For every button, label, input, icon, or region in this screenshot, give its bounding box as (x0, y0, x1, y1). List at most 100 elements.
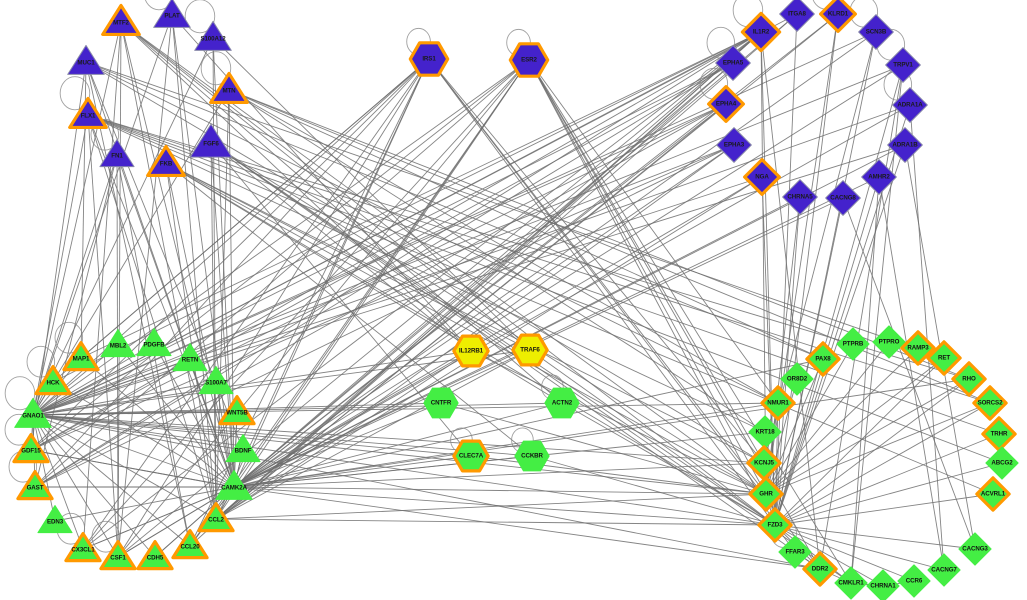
node-shape-triangle[interactable] (153, 0, 191, 28)
graph-node[interactable]: NGA (743, 158, 781, 196)
node-shape-triangle[interactable] (171, 528, 209, 560)
graph-node[interactable]: MTF2 (101, 3, 141, 37)
graph-node[interactable]: CCKBR (514, 440, 550, 472)
node-shape-diamond[interactable] (951, 361, 987, 397)
node-shape-diamond[interactable] (858, 14, 894, 50)
graph-node[interactable]: CLEC7A (452, 439, 490, 473)
node-shape-triangle[interactable] (218, 394, 256, 426)
node-shape-diamond[interactable] (757, 507, 793, 543)
graph-node[interactable]: CACNG7 (927, 553, 961, 587)
node-shape-diamond[interactable] (885, 47, 921, 83)
graph-node[interactable]: GAST (16, 469, 54, 501)
graph-node[interactable]: PDGFB (136, 328, 172, 357)
graph-node[interactable]: CSF1 (99, 539, 137, 571)
node-shape-diamond[interactable] (743, 158, 781, 196)
node-shape-triangle[interactable] (194, 20, 232, 51)
node-shape-diamond[interactable] (887, 127, 923, 163)
graph-node[interactable]: CCL20 (171, 528, 209, 560)
node-shape-diamond[interactable] (760, 385, 796, 421)
graph-node[interactable]: CACNG8 (825, 180, 861, 216)
node-shape-triangle[interactable] (68, 96, 108, 130)
node-shape-diamond[interactable] (958, 532, 992, 566)
node-shape-triangle[interactable] (14, 397, 52, 428)
node-shape-triangle[interactable] (172, 343, 208, 372)
node-shape-diamond[interactable] (892, 87, 928, 123)
graph-node[interactable]: ESR2 (508, 42, 550, 78)
node-shape-triangle[interactable] (198, 366, 234, 395)
node-shape-diamond[interactable] (834, 566, 868, 600)
node-shape-hexagon[interactable] (508, 42, 550, 78)
node-shape-diamond[interactable] (716, 127, 752, 163)
graph-node[interactable]: TRPV1 (885, 47, 921, 83)
node-shape-triangle[interactable] (197, 501, 235, 533)
node-shape-triangle[interactable] (34, 364, 72, 396)
graph-node[interactable]: CCR6 (897, 564, 931, 598)
graph-node[interactable]: CMKLR1 (834, 566, 868, 600)
node-shape-triangle[interactable] (100, 329, 136, 358)
node-shape-diamond[interactable] (780, 362, 814, 396)
node-shape-diamond[interactable] (866, 569, 900, 600)
node-shape-diamond[interactable] (897, 564, 931, 598)
node-shape-diamond[interactable] (782, 179, 818, 215)
node-shape-triangle[interactable] (215, 469, 253, 500)
graph-node[interactable]: IRS1 (408, 41, 450, 77)
graph-node[interactable]: CX3CL1 (64, 531, 102, 563)
node-shape-hexagon[interactable] (544, 387, 580, 419)
node-shape-diamond[interactable] (740, 11, 782, 53)
graph-node[interactable]: FN1 (99, 139, 135, 168)
node-shape-triangle[interactable] (62, 340, 100, 372)
node-shape-diamond[interactable] (748, 415, 782, 449)
graph-node[interactable]: MBL2 (100, 329, 136, 358)
node-shape-diamond[interactable] (927, 553, 961, 587)
node-shape-diamond[interactable] (900, 330, 936, 366)
node-shape-triangle[interactable] (12, 432, 50, 464)
node-shape-diamond[interactable] (707, 85, 745, 123)
graph-node[interactable]: FGF6 (189, 123, 233, 158)
graph-node[interactable]: FFAR3 (778, 535, 812, 569)
node-shape-diamond[interactable] (861, 159, 897, 195)
node-shape-diamond[interactable] (872, 325, 906, 359)
graph-node[interactable]: IL1R2 (740, 11, 782, 53)
node-shape-diamond[interactable] (825, 180, 861, 216)
node-shape-diamond[interactable] (779, 0, 815, 32)
node-shape-hexagon[interactable] (452, 439, 490, 473)
graph-node[interactable]: ABCG2 (985, 446, 1019, 480)
node-shape-diamond[interactable] (975, 476, 1011, 512)
node-shape-diamond[interactable] (985, 446, 1019, 480)
node-shape-triangle[interactable] (146, 144, 186, 178)
node-shape-hexagon[interactable] (511, 333, 549, 367)
node-shape-hexagon[interactable] (423, 387, 459, 419)
node-shape-diamond[interactable] (805, 341, 841, 377)
node-shape-hexagon[interactable] (452, 334, 490, 368)
graph-node[interactable]: CDH5 (136, 539, 174, 571)
node-shape-hexagon[interactable] (514, 440, 550, 472)
graph-node[interactable]: CACNG3 (958, 532, 992, 566)
node-shape-diamond[interactable] (715, 45, 751, 81)
graph-node[interactable]: ACVRL1 (975, 476, 1011, 512)
node-shape-hexagon[interactable] (408, 41, 450, 77)
node-shape-triangle[interactable] (99, 139, 135, 168)
node-shape-triangle[interactable] (136, 328, 172, 357)
graph-node[interactable]: EPHA3 (716, 127, 752, 163)
graph-node[interactable]: FKB (146, 144, 186, 178)
node-shape-diamond[interactable] (972, 385, 1008, 421)
node-shape-diamond[interactable] (802, 551, 838, 587)
node-shape-triangle[interactable] (16, 469, 54, 501)
graph-node[interactable]: S100A12 (194, 20, 232, 51)
graph-node[interactable]: TRHR (981, 416, 1017, 452)
graph-node[interactable]: PTPRO (872, 325, 906, 359)
graph-node[interactable]: IL12RB1 (452, 334, 490, 368)
node-shape-triangle[interactable] (101, 3, 141, 37)
node-shape-triangle[interactable] (64, 531, 102, 563)
graph-node[interactable]: ITGA8 (779, 0, 815, 32)
node-shape-diamond[interactable] (836, 327, 870, 361)
node-shape-diamond[interactable] (981, 416, 1017, 452)
graph-node[interactable]: RHO (951, 361, 987, 397)
node-shape-triangle[interactable] (136, 539, 174, 571)
node-shape-diamond[interactable] (819, 0, 857, 33)
graph-node[interactable]: KLRD1 (819, 0, 857, 33)
node-shape-diamond[interactable] (778, 535, 812, 569)
node-shape-triangle[interactable] (99, 539, 137, 571)
graph-node[interactable]: NMUR1 (760, 385, 796, 421)
